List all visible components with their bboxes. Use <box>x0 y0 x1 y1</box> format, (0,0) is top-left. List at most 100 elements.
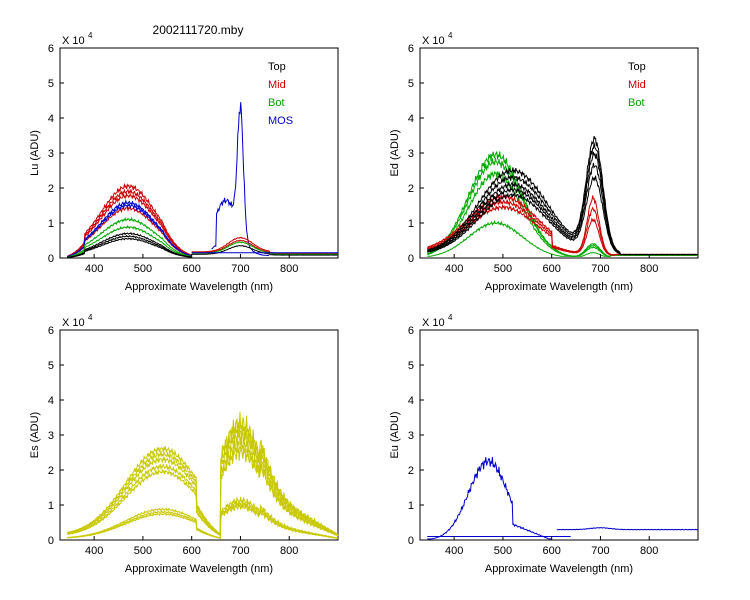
y-multiplier: X 10 <box>422 317 445 329</box>
y-tick-label: 4 <box>408 113 414 125</box>
y-tick-label: 2 <box>48 183 54 195</box>
y-tick-label: 1 <box>48 500 54 512</box>
y-axis-label: Es (ADU) <box>29 412 41 458</box>
figure-title: 2002111720.mby <box>153 23 244 37</box>
y-multiplier-exponent: 4 <box>88 313 93 322</box>
x-tick-label: 400 <box>445 263 463 275</box>
y-tick-label: 0 <box>48 253 54 265</box>
y-tick-label: 4 <box>408 395 414 407</box>
legend-entry-bot: Bot <box>268 97 285 109</box>
series-mid-line <box>67 182 192 257</box>
x-tick-label: 700 <box>231 263 249 275</box>
x-tick-label: 400 <box>85 263 103 275</box>
x-axis-label: Approximate Wavelength (nm) <box>485 281 633 293</box>
y-tick-label: 1 <box>408 500 414 512</box>
x-axis-label: Approximate Wavelength (nm) <box>485 563 633 575</box>
x-tick-label: 700 <box>591 263 609 275</box>
series-mos-line <box>67 202 192 258</box>
x-tick-label: 800 <box>640 545 658 557</box>
series-mid-line <box>67 191 192 257</box>
series-top-line <box>427 175 699 256</box>
series-top-line <box>67 234 192 258</box>
y-tick-label: 3 <box>408 148 414 160</box>
x-axis-label: Approximate Wavelength (nm) <box>125 281 273 293</box>
legend-entry-top: Top <box>268 61 286 73</box>
y-axis-label: Eu (ADU) <box>389 411 401 458</box>
y-tick-label: 0 <box>408 535 414 547</box>
series-bot-line <box>427 170 699 257</box>
series-eu-line <box>556 526 699 531</box>
series-eu-line <box>427 456 552 540</box>
y-tick-label: 5 <box>408 360 414 372</box>
y-tick-label: 2 <box>408 465 414 477</box>
series-bot-line <box>427 219 698 257</box>
x-tick-label: 600 <box>543 263 561 275</box>
series-es-line <box>67 436 339 537</box>
series-bot-line <box>67 224 192 258</box>
x-tick-label: 800 <box>640 263 658 275</box>
y-tick-label: 2 <box>48 465 54 477</box>
series-bot-line <box>67 216 192 258</box>
legend-entry-mos: MOS <box>268 115 293 127</box>
x-tick-label: 500 <box>134 263 152 275</box>
x-tick-label: 400 <box>85 545 103 557</box>
y-tick-label: 1 <box>48 218 54 230</box>
legend-entry-top: Top <box>628 61 646 73</box>
y-tick-label: 3 <box>408 430 414 442</box>
y-tick-label: 5 <box>48 360 54 372</box>
y-tick-label: 0 <box>48 535 54 547</box>
y-tick-label: 3 <box>48 148 54 160</box>
series-mos-line <box>211 102 270 257</box>
legend-entry-bot: Bot <box>628 97 645 109</box>
series-bot-line <box>427 151 699 257</box>
y-tick-label: 4 <box>48 113 54 125</box>
x-tick-label: 700 <box>231 545 249 557</box>
x-tick-label: 600 <box>183 263 201 275</box>
series-bot-line <box>191 241 339 255</box>
y-multiplier-exponent: 4 <box>448 31 453 40</box>
y-tick-label: 5 <box>48 78 54 90</box>
y-axis-label: Lu (ADU) <box>29 130 41 176</box>
y-tick-label: 6 <box>408 325 414 337</box>
x-tick-label: 500 <box>494 263 512 275</box>
y-tick-label: 5 <box>408 78 414 90</box>
series-es-line <box>67 502 339 539</box>
y-tick-label: 3 <box>48 430 54 442</box>
series-es-line <box>67 496 339 539</box>
series-es-line <box>67 428 339 536</box>
legend-entry-mid: Mid <box>628 79 646 91</box>
y-tick-label: 6 <box>408 43 414 55</box>
series-top-line <box>67 237 192 258</box>
y-tick-label: 2 <box>408 183 414 195</box>
x-tick-label: 500 <box>134 545 152 557</box>
y-multiplier-exponent: 4 <box>88 31 93 40</box>
x-tick-label: 700 <box>591 545 609 557</box>
x-tick-label: 600 <box>183 545 201 557</box>
x-tick-label: 800 <box>280 263 298 275</box>
y-multiplier: X 10 <box>422 35 445 47</box>
y-tick-label: 6 <box>48 43 54 55</box>
series-top-line <box>67 231 192 258</box>
y-multiplier-exponent: 4 <box>448 313 453 322</box>
series-top-line <box>427 151 698 256</box>
x-tick-label: 800 <box>280 545 298 557</box>
y-tick-label: 1 <box>408 218 414 230</box>
y-tick-label: 4 <box>48 395 54 407</box>
series-es-line <box>67 447 339 537</box>
y-multiplier: X 10 <box>62 35 85 47</box>
y-tick-label: 0 <box>408 253 414 265</box>
x-axis-label: Approximate Wavelength (nm) <box>125 563 273 575</box>
x-tick-label: 500 <box>494 545 512 557</box>
y-multiplier: X 10 <box>62 317 85 329</box>
y-tick-label: 6 <box>48 325 54 337</box>
y-axis-label: Ed (ADU) <box>389 129 401 176</box>
x-tick-label: 400 <box>445 545 463 557</box>
x-tick-label: 600 <box>543 545 561 557</box>
legend-entry-mid: Mid <box>268 79 286 91</box>
